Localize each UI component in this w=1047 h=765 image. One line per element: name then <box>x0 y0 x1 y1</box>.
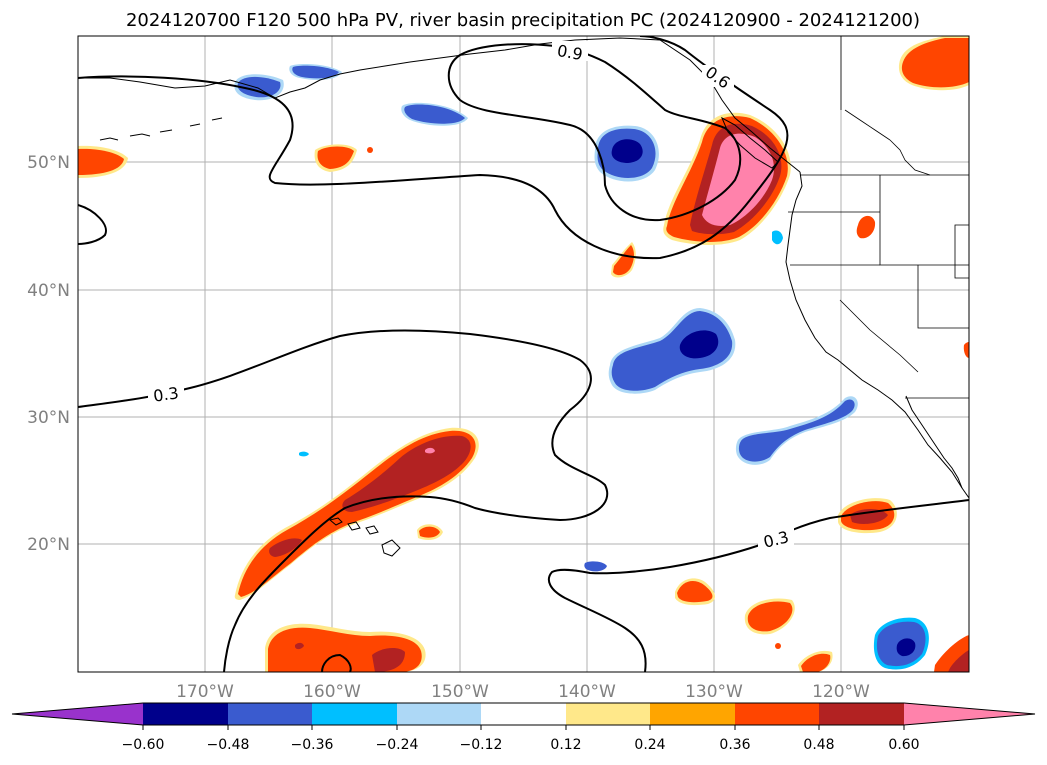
colorbar-tick-label: −0.12 <box>460 737 503 753</box>
pos-blob <box>901 38 969 88</box>
neg-blob <box>299 451 309 457</box>
positive-pc-areas <box>78 36 969 672</box>
colorbar-tick-label: −0.60 <box>122 737 165 753</box>
pv-contour-bottom <box>321 653 352 672</box>
colorbar-tick-label: −0.48 <box>207 737 250 753</box>
colorbar-extend-max <box>904 703 1035 725</box>
neg-blob <box>584 561 607 572</box>
lat-label-40n: 40°N <box>27 281 70 301</box>
colorbar-tick-label: 0.24 <box>634 737 665 753</box>
pos-blob <box>948 650 969 672</box>
coastline-hawaii <box>365 525 379 535</box>
pos-blob <box>747 601 793 632</box>
colorbar-tick-label: 0.12 <box>550 737 581 753</box>
contour-label-0-3-north: 0.3 <box>152 383 180 405</box>
colorbar-tick-label: 0.36 <box>719 737 750 753</box>
pos-blob <box>801 653 831 672</box>
pos-blob <box>419 526 440 538</box>
coastline-hawaii <box>328 517 343 526</box>
neg-blob <box>237 76 281 98</box>
pv-contour-left <box>78 204 107 245</box>
coastline-baja <box>905 395 963 489</box>
lon-label-160w: 160°W <box>303 682 361 702</box>
pv-contour-0-9 <box>447 43 742 222</box>
neg-blob <box>772 230 783 245</box>
pos-blob <box>317 146 354 169</box>
colorbar-segment <box>397 703 481 725</box>
neg-blob <box>404 104 465 124</box>
border-state <box>917 265 969 329</box>
border-state <box>839 299 919 373</box>
map-frame <box>77 35 970 673</box>
negative-pc-areas <box>234 64 929 670</box>
colorbar-tick-label: −0.36 <box>291 737 334 753</box>
coastline-alaska <box>78 37 801 173</box>
pos-blob <box>295 642 304 650</box>
pos-blob <box>372 648 405 672</box>
colorbar-tick-label: 0.48 <box>803 737 834 753</box>
pos-blob <box>367 147 373 153</box>
lat-labels: 50°N 40°N 30°N 20°N <box>27 153 70 555</box>
lat-label-20n: 20°N <box>27 535 70 555</box>
colorbar-tick-label: −0.24 <box>376 737 419 753</box>
colorbar-segment <box>566 703 650 725</box>
coastline-islands <box>129 133 151 137</box>
lon-label-130w: 130°W <box>685 682 743 702</box>
map-title: 2024120700 F120 500 hPa PV, river basin … <box>126 10 920 31</box>
pos-blob <box>613 245 634 276</box>
border-canada-province <box>844 109 931 176</box>
pv-contour-north <box>78 36 789 260</box>
borders <box>788 36 969 399</box>
neg-blob <box>679 330 719 359</box>
colorbar-segment <box>650 703 735 725</box>
lat-label-50n: 50°N <box>27 153 70 173</box>
coastline-islands <box>211 117 223 121</box>
border-state <box>954 224 969 279</box>
lon-labels: 170°W 160°W 150°W 140°W 130°W 120°W <box>176 682 870 702</box>
pos-blob <box>856 215 876 239</box>
neg-blob <box>738 399 855 462</box>
colorbar-segment <box>481 703 566 725</box>
contour-label-0-9: 0.9 <box>556 41 584 64</box>
coastline-islands <box>99 137 119 141</box>
colorbar: −0.60 −0.48 −0.36 −0.24 −0.12 0.12 0.24 … <box>11 702 1036 753</box>
pos-blob <box>775 643 781 649</box>
pos-blob <box>78 148 124 175</box>
coastline-hawaii <box>347 521 361 531</box>
pos-blob <box>425 447 435 454</box>
colorbar-tick-label: 0.60 <box>888 737 919 753</box>
lon-label-120w: 120°W <box>812 682 870 702</box>
coastline-islands <box>189 123 201 127</box>
pv-contour-south-east <box>547 499 969 672</box>
colorbar-segment <box>819 703 904 725</box>
pos-blob <box>963 342 969 358</box>
lon-label-150w: 150°W <box>431 682 489 702</box>
neg-blob <box>611 139 643 163</box>
colorbar-extend-min <box>12 703 143 725</box>
map-background <box>78 36 969 672</box>
colorbar-segment <box>143 703 228 725</box>
pos-blob <box>677 581 713 603</box>
neg-blob <box>292 65 339 79</box>
coastline-hawaii <box>381 539 401 557</box>
neg-blob <box>896 638 916 657</box>
colorbar-segment <box>735 703 819 725</box>
coastline-islands <box>159 129 173 133</box>
pv-contours <box>78 36 969 672</box>
colorbar-segment <box>312 703 397 725</box>
pos-blob <box>269 538 302 557</box>
contour-labels: 0.9 0.6 0.3 0.3 <box>148 41 794 552</box>
lon-label-140w: 140°W <box>558 682 616 702</box>
lat-label-30n: 30°N <box>27 408 70 428</box>
pv-contour-south <box>78 329 609 672</box>
coastline-us-west <box>785 171 969 499</box>
pos-blob <box>342 435 471 512</box>
colorbar-segment <box>228 703 312 725</box>
pos-blob <box>702 133 775 226</box>
lon-label-170w: 170°W <box>176 682 234 702</box>
